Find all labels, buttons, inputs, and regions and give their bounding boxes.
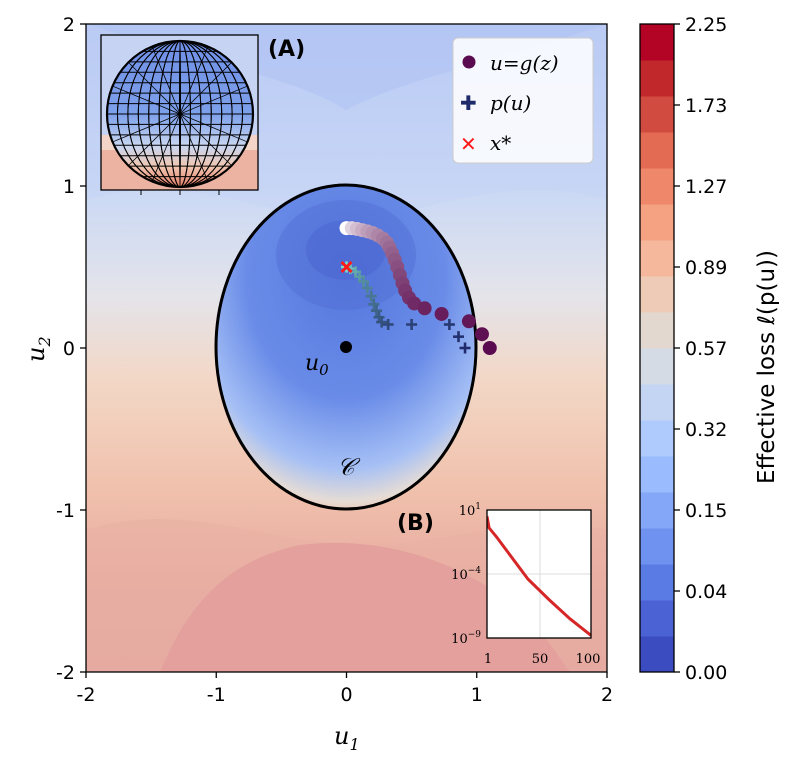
pu-point [376,316,388,328]
pu-point [365,290,377,302]
colorbar-tick-label: 0.57 [685,338,727,360]
legend-marker-xstar: ✕ [460,132,477,156]
y-tick-label: -1 [56,500,75,522]
colorbar-tick-label: 0.32 [685,419,727,441]
ugz-point [461,314,476,329]
ugz-point [434,306,449,321]
y-tick-label: 0 [63,338,75,360]
ugz-point [407,296,422,311]
pu-point [459,342,471,354]
pu-point [361,282,373,294]
ugz-point [417,301,432,316]
colorbar-tick-label: 1.73 [685,95,727,117]
y-tick-label: 2 [63,14,75,36]
inset-a-grid [107,41,253,187]
colorbar-band [640,600,674,637]
inset-b-xtick-50: 50 [532,652,549,667]
y-axis-ticks: -2 -1 0 1 2 [56,14,86,684]
inset-b-frame [486,509,592,639]
ugz-point [474,327,489,342]
colorbar-tick-label: 0.00 [685,662,727,684]
legend-entry-pu: p(u) [490,91,531,115]
origin-point [340,341,352,353]
colorbar-tick-label: 0.89 [685,257,727,279]
colorbar-band [640,204,674,241]
colorbar-band [640,492,674,529]
colorbar-band [640,60,674,97]
legend-marker-ugz [462,55,476,69]
x-tick-label: 2 [601,684,613,706]
inset-b: 101 10−4 10−9 1 50 100 (B) [397,502,600,667]
ugz-point [482,341,497,355]
colorbar-band [640,168,674,205]
colorbar-bands [640,24,674,673]
colorbar-band [640,528,674,565]
colorbar-band [640,564,674,601]
colorbar-label: Effective loss ℓ(p(u)) [754,250,780,484]
colorbar-band [640,240,674,277]
legend-box [452,37,594,164]
inset-a-label: (A) [268,37,305,62]
colorbar-band [640,96,674,133]
constraint-ellipse [214,183,478,511]
legend: u=g(z) ✚ p(u) ✕ x* [452,37,594,164]
x-tick-label: -2 [77,684,96,706]
x-tick-label: -1 [207,684,226,706]
xstar-point [340,261,353,273]
x-tick-label: 1 [471,684,483,706]
pu-point [368,298,380,310]
pu-point [453,331,465,343]
y-axis-label: u2 [22,336,54,362]
colorbar-tick-label: 0.15 [685,500,727,522]
colorbar-band [640,312,674,349]
legend-marker-pu: ✚ [460,91,477,115]
inset-b-label: (B) [397,511,434,536]
pu-point [382,319,394,331]
colorbar-band [640,384,674,421]
colorbar-band [640,348,674,385]
inset-b-xtick-1: 1 [484,652,492,667]
colorbar-band [640,24,674,61]
inset-b-loss-curve [487,516,591,637]
y-tick-label: 1 [63,176,75,198]
series-layer [339,221,497,355]
colorbar-ticks: 0.00 0.04 0.15 0.32 0.57 0.89 1.27 1.73 2.25 [674,14,727,684]
colorbar-band [640,636,674,673]
y-tick-label: -2 [56,662,75,684]
colorbar-tick-label: 0.04 [685,581,727,603]
inset-b-xtick-100: 100 [576,652,601,667]
legend-entry-xstar: x* [490,131,511,155]
colorbar-tick-label: 2.25 [685,14,727,36]
colorbar-band [640,132,674,169]
colorbar-band [640,456,674,493]
x-axis-label: u1 [334,722,360,754]
legend-entry-ugz: u=g(z) [490,51,559,75]
pu-point [370,305,382,317]
colorbar-tick-label: 1.27 [685,176,727,198]
x-axis-ticks: -2 -1 0 1 2 [77,672,613,706]
colorbar: 0.00 0.04 0.15 0.32 0.57 0.89 1.27 1.73 2.25 Eff… [639,14,780,684]
inset-b-line [487,516,591,637]
colorbar-band [640,420,674,457]
pu-point [357,276,369,288]
pu-point [443,319,455,331]
x-tick-label: 0 [340,684,352,706]
colorbar-band [640,276,674,313]
pu-point [406,319,418,331]
inset-a: (A) [100,34,305,195]
